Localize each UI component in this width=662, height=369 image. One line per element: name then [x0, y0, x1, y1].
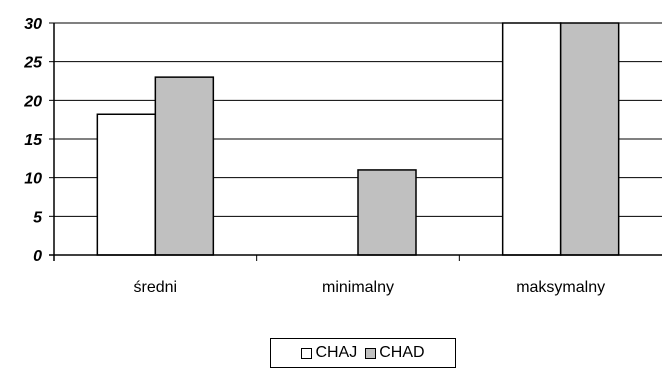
y-tick-label: 5: [33, 209, 43, 226]
y-tick-labels: 0 5 10 15 20 25 30: [23, 16, 43, 265]
axes: [49, 22, 662, 261]
bars: [96, 22, 620, 256]
y-tick-label: 15: [24, 132, 43, 149]
bar-chaj-2: [501, 22, 562, 256]
y-tick-label: 20: [23, 93, 42, 110]
x-tick-label: maksymalny: [516, 279, 605, 296]
x-tick-label: minimalny: [322, 279, 394, 296]
bar-chart: 0 5 10 15 20 25 30 średni minimalny maksymalny: [23, 16, 662, 296]
bar-chaj-0: [96, 113, 157, 256]
legend-label-chad: CHAD: [379, 344, 425, 361]
y-tick-label: 0: [33, 248, 42, 265]
legend-item-chad: CHAD: [365, 344, 425, 362]
y-tick-label: 10: [24, 171, 42, 188]
bar-chad-2: [559, 22, 620, 256]
x-tick-labels: średni minimalny maksymalny: [134, 279, 606, 296]
legend-swatch-chad: [365, 347, 377, 359]
legend-item-chaj: CHAJ: [301, 344, 357, 362]
bar-chad-1: [357, 169, 417, 256]
y-tick-label: 25: [23, 55, 43, 72]
legend: CHAJ CHAD: [270, 338, 456, 368]
bar-chad-0: [154, 76, 215, 256]
legend-label-chaj: CHAJ: [315, 344, 358, 361]
legend-swatch-chaj: [301, 347, 313, 359]
y-tick-label: 30: [24, 16, 42, 33]
x-tick-label: średni: [134, 279, 178, 296]
